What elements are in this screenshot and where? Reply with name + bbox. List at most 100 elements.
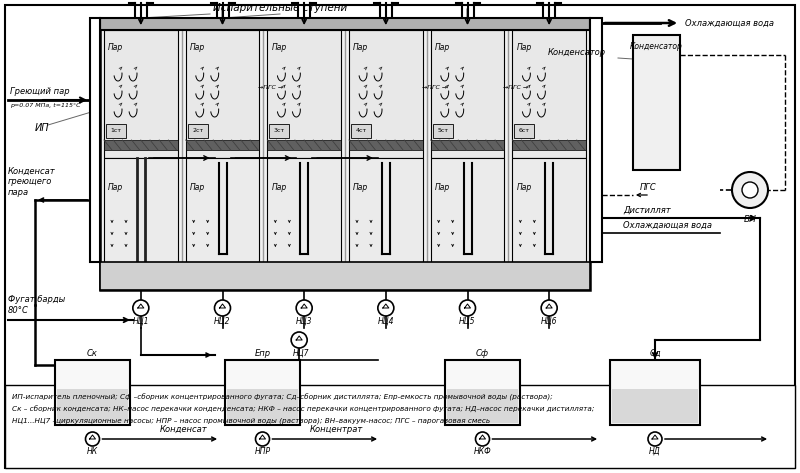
Text: ВН: ВН — [743, 216, 757, 225]
Text: Конденсатор: Конденсатор — [630, 43, 683, 52]
Circle shape — [541, 300, 557, 316]
Bar — [447, 389, 518, 423]
Bar — [55, 360, 130, 425]
Text: Пар: Пар — [516, 184, 531, 193]
Bar — [267, 158, 341, 262]
Bar — [106, 124, 126, 138]
Bar — [270, 124, 290, 138]
Circle shape — [459, 300, 475, 316]
Text: НПР: НПР — [254, 447, 270, 455]
Text: Сд: Сд — [649, 349, 661, 358]
Bar — [430, 30, 504, 158]
Bar — [512, 158, 586, 262]
Text: Фугат барды
80°С: Фугат барды 80°С — [8, 295, 66, 315]
Text: Ск: Ск — [87, 349, 98, 358]
Bar — [349, 30, 422, 158]
Circle shape — [732, 172, 768, 208]
Bar — [633, 35, 680, 170]
Bar — [267, 30, 341, 158]
Bar — [104, 158, 178, 262]
Text: Пар: Пар — [190, 184, 205, 193]
Circle shape — [133, 300, 149, 316]
Text: Конденсат: Конденсат — [160, 424, 208, 433]
Circle shape — [378, 300, 394, 316]
Text: Пар: Пар — [271, 184, 286, 193]
Bar — [349, 140, 422, 150]
Text: ПГС: ПГС — [640, 184, 657, 193]
Text: 3ст: 3ст — [274, 129, 285, 133]
Bar — [227, 389, 298, 423]
Text: НЦ1...НЦ7 –циркуляционные насосы; НПР – насос промывочной воды (раствора); ВН–ва: НЦ1...НЦ7 –циркуляционные насосы; НПР – … — [12, 418, 490, 424]
Text: Испарительные ступени: Испарительные ступени — [213, 3, 347, 13]
Text: 2ст: 2ст — [192, 129, 203, 133]
Text: НЦ7: НЦ7 — [293, 349, 310, 358]
Text: Пар: Пар — [108, 184, 123, 193]
Bar — [100, 18, 590, 290]
Bar — [186, 158, 259, 262]
Text: 5ст: 5ст — [437, 129, 448, 133]
Bar — [104, 140, 178, 150]
Bar — [610, 360, 700, 425]
Bar — [514, 124, 534, 138]
Circle shape — [742, 182, 758, 198]
Circle shape — [475, 432, 490, 446]
Text: НЦ3: НЦ3 — [296, 316, 313, 325]
Text: Пар: Пар — [516, 44, 531, 53]
Bar — [349, 158, 422, 262]
Circle shape — [291, 332, 307, 348]
Bar — [90, 18, 100, 262]
Bar — [430, 140, 504, 150]
Text: НКФ: НКФ — [474, 447, 491, 455]
Bar — [100, 18, 590, 30]
Text: НЦ1: НЦ1 — [133, 316, 149, 325]
Text: Пар: Пар — [108, 44, 123, 53]
Bar — [100, 262, 590, 290]
Bar — [612, 389, 698, 423]
Text: ИП: ИП — [35, 123, 50, 133]
Bar — [590, 18, 602, 262]
Text: НЦ5: НЦ5 — [459, 316, 476, 325]
Text: Пар: Пар — [434, 44, 450, 53]
Text: НЦ2: НЦ2 — [214, 316, 230, 325]
Text: Пар: Пар — [434, 184, 450, 193]
Text: Пар: Пар — [353, 44, 368, 53]
Text: Сф: Сф — [476, 349, 489, 358]
Bar — [433, 124, 453, 138]
Text: р=0.07 МПа, t=115°С: р=0.07 МПа, t=115°С — [10, 103, 81, 107]
Text: НЦ6: НЦ6 — [541, 316, 558, 325]
Text: НК: НК — [87, 447, 98, 455]
Circle shape — [214, 300, 230, 316]
Text: Концентрат: Концентрат — [310, 424, 363, 433]
Text: Конденсатор: Конденсатор — [548, 49, 606, 58]
Text: Охлаждающая вода: Охлаждающая вода — [685, 18, 774, 27]
Bar — [104, 30, 178, 158]
Bar — [512, 30, 586, 158]
Text: 6ст: 6ст — [519, 129, 530, 133]
Bar — [430, 158, 504, 262]
Bar — [186, 30, 259, 158]
Bar — [512, 140, 586, 150]
Text: →ПГС →: →ПГС → — [258, 86, 283, 90]
Bar — [5, 385, 795, 468]
Bar — [445, 360, 520, 425]
Text: НЦ4: НЦ4 — [378, 316, 394, 325]
Text: 1ст: 1ст — [110, 129, 122, 133]
Text: Пар: Пар — [271, 44, 286, 53]
Text: Охлаждающая вода: Охлаждающая вода — [623, 220, 712, 229]
Text: Ск – сборник конденсата; НК–насос перекачки конденденсата; НКФ – насос перекачки: Ск – сборник конденсата; НК–насос перека… — [12, 405, 594, 412]
Text: НД: НД — [649, 447, 661, 455]
Text: Греющий пар: Греющий пар — [10, 88, 70, 96]
Text: 4ст: 4ст — [355, 129, 366, 133]
Text: Епр: Епр — [254, 349, 270, 358]
Circle shape — [86, 432, 99, 446]
Bar — [186, 140, 259, 150]
Circle shape — [648, 432, 662, 446]
Text: →ПГС →: →ПГС → — [422, 86, 446, 90]
Circle shape — [255, 432, 270, 446]
Text: ИП-испаритель пленочный; Сф –сборник концентрированного фугата; Сд–сборник дисти: ИП-испаритель пленочный; Сф –сборник кон… — [12, 394, 553, 401]
Bar — [188, 124, 208, 138]
Circle shape — [296, 300, 312, 316]
Bar — [351, 124, 371, 138]
Bar — [225, 360, 300, 425]
Text: →ПГС →: →ПГС → — [503, 86, 529, 90]
